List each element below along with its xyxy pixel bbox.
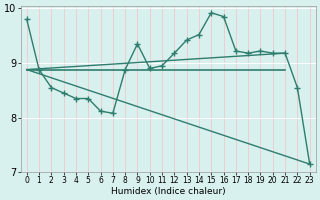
X-axis label: Humidex (Indice chaleur): Humidex (Indice chaleur) <box>111 187 226 196</box>
